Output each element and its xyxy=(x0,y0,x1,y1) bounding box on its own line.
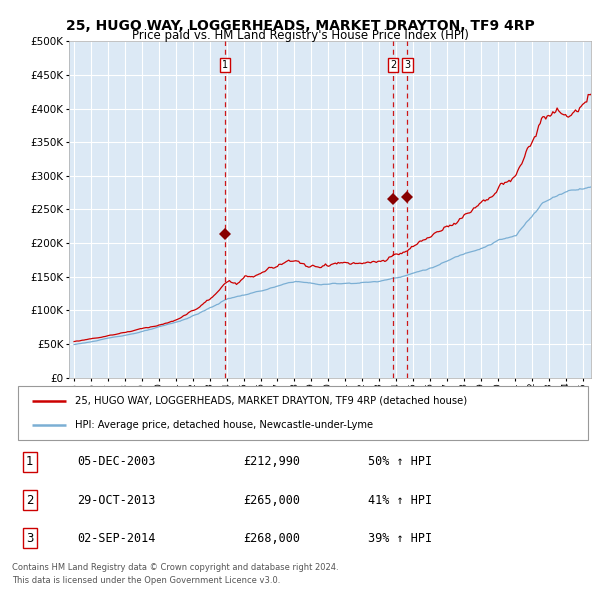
Text: 39% ↑ HPI: 39% ↑ HPI xyxy=(368,532,433,545)
Text: 02-SEP-2014: 02-SEP-2014 xyxy=(77,532,155,545)
Text: 1: 1 xyxy=(222,60,229,70)
Text: 05-DEC-2003: 05-DEC-2003 xyxy=(77,455,155,468)
Text: 50% ↑ HPI: 50% ↑ HPI xyxy=(368,455,433,468)
Text: HPI: Average price, detached house, Newcastle-under-Lyme: HPI: Average price, detached house, Newc… xyxy=(75,419,373,430)
Text: 1: 1 xyxy=(26,455,34,468)
Text: 29-OCT-2013: 29-OCT-2013 xyxy=(77,493,155,507)
Text: 41% ↑ HPI: 41% ↑ HPI xyxy=(368,493,433,507)
Text: 3: 3 xyxy=(404,60,410,70)
Text: 3: 3 xyxy=(26,532,34,545)
Text: Contains HM Land Registry data © Crown copyright and database right 2024.
This d: Contains HM Land Registry data © Crown c… xyxy=(12,563,338,585)
Text: 2: 2 xyxy=(26,493,34,507)
Text: £212,990: £212,990 xyxy=(244,455,301,468)
Text: 25, HUGO WAY, LOGGERHEADS, MARKET DRAYTON, TF9 4RP: 25, HUGO WAY, LOGGERHEADS, MARKET DRAYTO… xyxy=(65,19,535,33)
Text: £268,000: £268,000 xyxy=(244,532,301,545)
FancyBboxPatch shape xyxy=(18,386,588,440)
Text: Price paid vs. HM Land Registry's House Price Index (HPI): Price paid vs. HM Land Registry's House … xyxy=(131,30,469,42)
Text: 25, HUGO WAY, LOGGERHEADS, MARKET DRAYTON, TF9 4RP (detached house): 25, HUGO WAY, LOGGERHEADS, MARKET DRAYTO… xyxy=(75,396,467,406)
Text: 2: 2 xyxy=(390,60,397,70)
Text: £265,000: £265,000 xyxy=(244,493,301,507)
